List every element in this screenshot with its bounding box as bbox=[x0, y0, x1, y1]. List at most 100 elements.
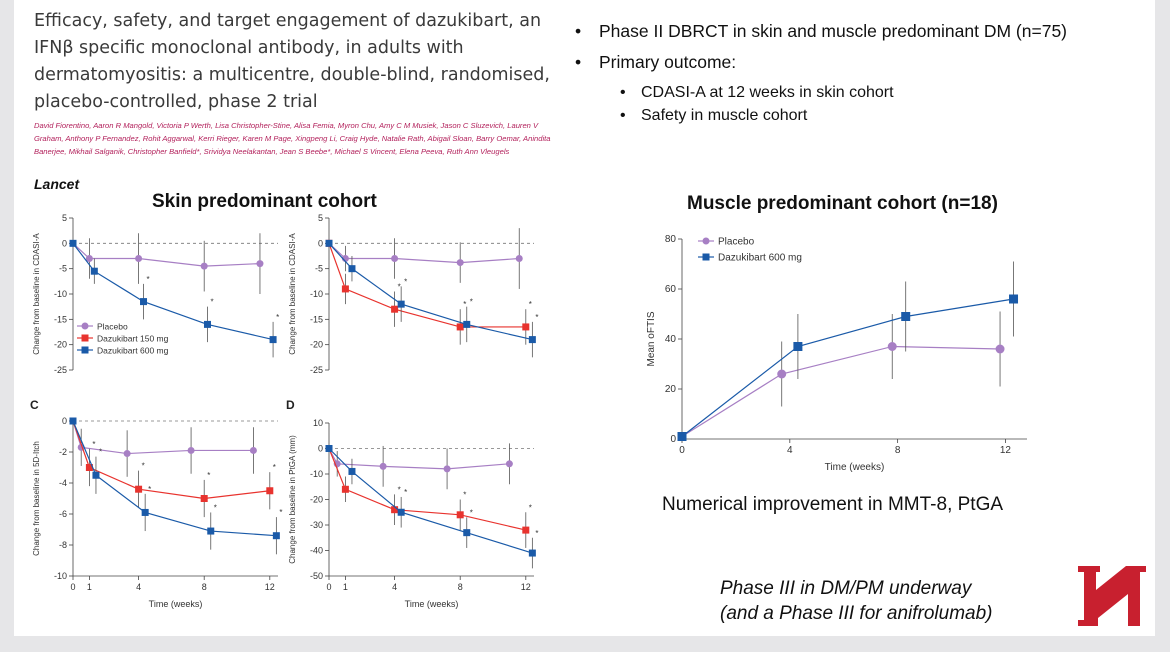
y-tick-label: -5 bbox=[315, 264, 323, 274]
y-tick-label: 10 bbox=[313, 418, 323, 428]
university-logo-icon bbox=[1078, 566, 1146, 626]
data-point-placebo bbox=[443, 465, 451, 473]
y-axis-label: Change from baseline in 5D-Itch bbox=[32, 441, 41, 556]
significance-marker: * bbox=[99, 448, 102, 457]
y-tick-label: 5 bbox=[318, 213, 323, 223]
y-tick-label: -30 bbox=[310, 520, 323, 530]
y-tick-label: -10 bbox=[54, 289, 67, 299]
x-tick-label: 12 bbox=[1000, 445, 1012, 456]
x-tick-label: 0 bbox=[70, 582, 75, 592]
data-point-d600 bbox=[90, 267, 98, 275]
series-line-d600 bbox=[328, 242, 533, 341]
bullet-trial-design: Phase II DBRCT in skin and muscle predom… bbox=[575, 20, 1095, 42]
data-point-d600 bbox=[203, 320, 211, 328]
significance-marker: * bbox=[207, 471, 210, 480]
sub-bullet-muscle-outcome: Safety in muscle cohort bbox=[575, 105, 1095, 127]
data-point-d150 bbox=[522, 323, 530, 331]
legend-label: Dazukibart 600 mg bbox=[718, 253, 802, 264]
data-point-d600 bbox=[528, 549, 536, 557]
summary-bullets: Phase II DBRCT in skin and muscle predom… bbox=[575, 20, 1095, 128]
data-point-d600 bbox=[348, 265, 356, 273]
data-point-placebo bbox=[200, 262, 208, 270]
data-point-d600 bbox=[528, 336, 536, 344]
data-point-d150 bbox=[456, 511, 464, 519]
y-tick-label: -20 bbox=[310, 495, 323, 505]
y-tick-label: -4 bbox=[59, 478, 67, 488]
significance-marker: * bbox=[273, 463, 276, 472]
data-point-placebo bbox=[515, 255, 523, 263]
significance-marker: * bbox=[210, 298, 213, 307]
data-point-placebo bbox=[85, 255, 93, 263]
significance-marker: * bbox=[535, 313, 538, 322]
significance-marker: * bbox=[463, 491, 466, 500]
y-tick-label: -10 bbox=[310, 469, 323, 479]
significance-marker: * bbox=[398, 485, 401, 494]
data-point-d150 bbox=[456, 323, 464, 331]
data-point-placebo bbox=[379, 462, 387, 470]
data-point-d150 bbox=[200, 495, 208, 502]
data-point-placebo bbox=[187, 446, 195, 454]
y-tick-label: -15 bbox=[54, 314, 67, 324]
legend-label: Dazukibart 150 mg bbox=[97, 334, 169, 344]
legend-label: Placebo bbox=[718, 237, 755, 248]
data-point-placebo bbox=[995, 344, 1005, 354]
panel-letter: D bbox=[286, 398, 295, 412]
data-point-d600 bbox=[348, 467, 356, 475]
y-tick-label: 0 bbox=[318, 444, 323, 454]
journal-name: Lancet bbox=[34, 176, 80, 192]
muscle-note: Numerical improvement in MMT-8, PtGA bbox=[662, 494, 1004, 515]
significance-marker: * bbox=[529, 300, 532, 309]
data-point-d600 bbox=[141, 508, 149, 516]
x-tick-label: 1 bbox=[87, 582, 92, 592]
data-point-d600 bbox=[325, 239, 333, 247]
series-line-placebo bbox=[328, 242, 520, 264]
y-tick-label: 80 bbox=[665, 234, 677, 245]
data-point-d150 bbox=[341, 285, 349, 293]
y-tick-label: 0 bbox=[62, 416, 67, 426]
series-line-placebo bbox=[328, 448, 510, 470]
data-point-d600 bbox=[677, 432, 687, 441]
sub-bullet-skin-outcome: CDASI-A at 12 weeks in skin cohort bbox=[575, 82, 1095, 104]
x-tick-label: 0 bbox=[326, 582, 331, 592]
y-axis-label: Change from baseline in CDASI-A bbox=[32, 233, 41, 355]
data-point-d600 bbox=[901, 312, 911, 321]
data-point-d600 bbox=[463, 529, 471, 537]
significance-marker: * bbox=[535, 529, 538, 538]
data-point-d150 bbox=[135, 485, 143, 493]
data-point-placebo bbox=[249, 446, 257, 454]
x-tick-label: 1 bbox=[343, 582, 348, 592]
x-axis-label: Time (weeks) bbox=[825, 462, 885, 473]
data-point-d150 bbox=[341, 485, 349, 493]
data-point-d150 bbox=[522, 526, 530, 534]
series-line-placebo bbox=[72, 242, 260, 267]
y-tick-label: 0 bbox=[62, 238, 67, 248]
data-point-d150 bbox=[266, 487, 274, 495]
y-tick-label: 0 bbox=[670, 434, 676, 445]
significance-marker: * bbox=[214, 503, 217, 512]
legend-marker bbox=[81, 334, 89, 342]
data-point-d600 bbox=[69, 417, 77, 425]
y-tick-label: -8 bbox=[59, 540, 67, 550]
x-tick-label: 12 bbox=[265, 582, 275, 592]
y-tick-label: -25 bbox=[54, 365, 67, 375]
series-line-d150 bbox=[328, 448, 526, 531]
chart-muscle-oftis: 0 20 40 60 80 0 4 8 12 Mean oFTIS Time (weeks) Plac… bbox=[646, 234, 1027, 473]
y-tick-label: -10 bbox=[54, 571, 67, 581]
y-tick-label: -40 bbox=[310, 546, 323, 556]
data-point-d600 bbox=[397, 300, 405, 308]
y-tick-label: -6 bbox=[59, 509, 67, 519]
chart-panel-b: 5 0 -5 -10 -15 -20 -25 Change from baseline in … bbox=[288, 213, 538, 375]
chart-panel-a: 5 0 -5 -10 -15 -20 -25 Change from baseline in … bbox=[32, 213, 279, 375]
phase3-line-2: (and a Phase III for anifrolumab) bbox=[720, 603, 993, 624]
series-line-d600 bbox=[681, 298, 1014, 437]
significance-marker: * bbox=[470, 508, 473, 517]
panel-letter: C bbox=[30, 398, 39, 412]
legend-marker bbox=[81, 322, 89, 330]
y-tick-label: -15 bbox=[310, 314, 323, 324]
x-tick-label: 12 bbox=[521, 582, 531, 592]
y-tick-label: -50 bbox=[310, 571, 323, 581]
y-tick-label: -20 bbox=[54, 340, 67, 350]
significance-marker: * bbox=[529, 503, 532, 512]
